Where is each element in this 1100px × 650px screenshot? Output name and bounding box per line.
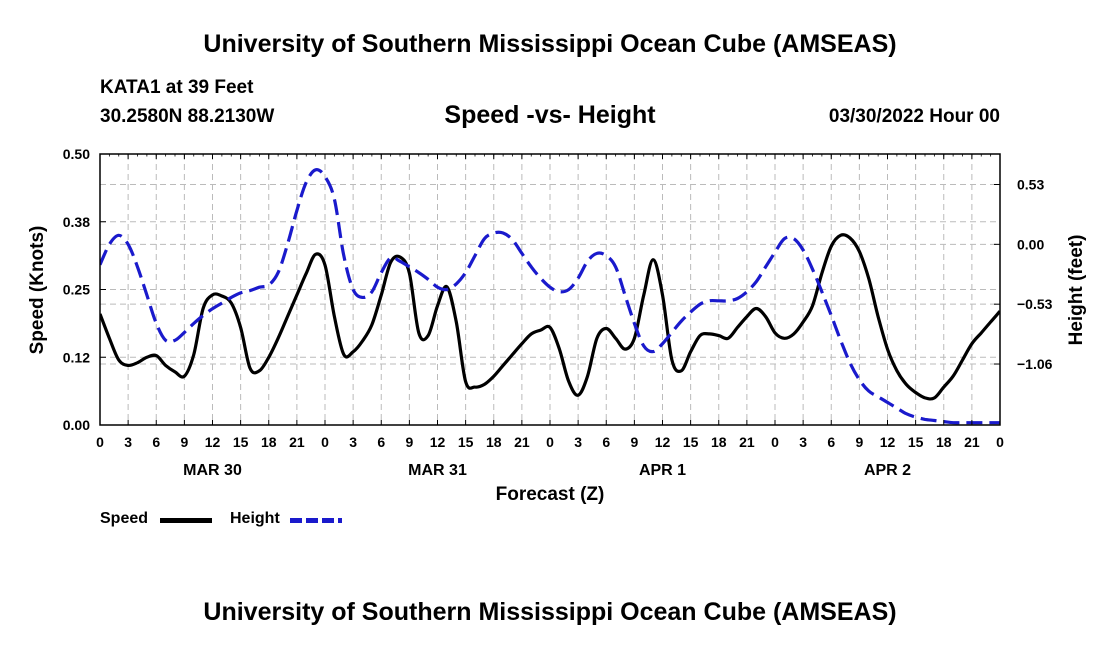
y-tick-label: 0.50 [63,146,90,162]
x-tick-label: 6 [602,434,610,450]
x-tick-label: 3 [349,434,357,450]
y-tick-label: 0.00 [63,417,90,433]
y2-tick-label: −1.06 [1017,356,1053,372]
legend-speed-swatch [160,518,212,523]
chart-title: University of Southern Mississippi Ocean… [203,30,897,58]
x-day-label: MAR 31 [408,462,467,479]
x-tick-label: 6 [377,434,385,450]
x-tick-label: 9 [405,434,413,450]
x-tick-label: 12 [880,434,896,450]
x-tick-label: 18 [486,434,502,450]
series-line-height [100,168,1000,425]
x-tick-label: 12 [205,434,221,450]
legend-speed-label: Speed [100,510,149,527]
y2-tick-label: −0.53 [1017,296,1053,312]
x-tick-label: 6 [152,434,160,450]
station-coords: 30.2580N 88.2130W [100,106,275,127]
x-tick-label: 18 [711,434,727,450]
x-tick-label: 3 [574,434,582,450]
x-tick-label: 15 [683,434,699,450]
footer-title: University of Southern Mississippi Ocean… [203,598,897,626]
x-day-label: APR 1 [639,462,686,479]
legend-height-label: Height [230,510,280,527]
x-tick-label: 9 [630,434,638,450]
y-tick-label: 0.12 [63,349,90,365]
forecast-datetime: 03/30/2022 Hour 00 [828,106,1000,127]
x-tick-label: 6 [827,434,835,450]
x-tick-label: 9 [180,434,188,450]
y-tick-label: 0.25 [63,282,90,298]
y2-tick-label: 0.53 [1017,176,1044,192]
station-label: KATA1 at 39 Feet [100,77,254,98]
x-tick-label: 3 [124,434,132,450]
axis-labels: 0 3 6 9 12 15 18 21 0 3 6 9 12 15 18 21 0 3 6 9 12 15 18 21 0 3 6 9… [27,146,1087,505]
series-group [100,168,1000,425]
axis-ticks [99,153,1001,426]
x-tick-label: 15 [233,434,249,450]
legend-height-swatch [290,518,342,523]
x-tick-label: 0 [96,434,104,450]
y2-axis-title: Height (feet) [1066,235,1087,346]
y-tick-label: 0.38 [63,214,90,230]
chart-subtitle: Speed -vs- Height [444,101,656,129]
x-day-label: APR 2 [864,462,911,479]
x-tick-label: 21 [289,434,305,450]
x-tick-label: 3 [799,434,807,450]
series-line-speed [100,233,1000,401]
x-axis-title: Forecast (Z) [496,484,605,505]
x-tick-label: 15 [458,434,474,450]
x-tick-label: 12 [430,434,446,450]
x-tick-label: 21 [964,434,980,450]
x-tick-label: 18 [936,434,952,450]
x-tick-label: 9 [855,434,863,450]
x-tick-label: 15 [908,434,924,450]
x-tick-label: 0 [996,434,1004,450]
x-tick-label: 0 [771,434,779,450]
x-tick-label: 0 [321,434,329,450]
x-tick-label: 0 [546,434,554,450]
y-axis-title: Speed (Knots) [27,226,48,355]
x-tick-label: 18 [261,434,277,450]
x-tick-label: 21 [739,434,755,450]
grid [100,154,1000,425]
x-tick-label: 12 [655,434,671,450]
x-day-label: MAR 30 [183,462,242,479]
y2-tick-label: 0.00 [1017,236,1044,252]
x-tick-label: 21 [514,434,530,450]
